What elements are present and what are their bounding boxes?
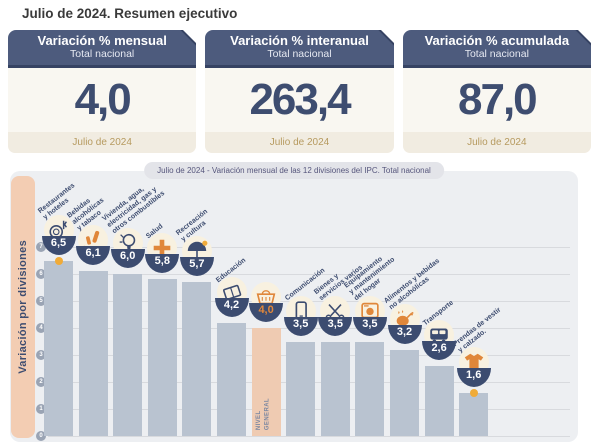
- bar-vivienda-agua-electricidad-gas: [113, 274, 143, 436]
- card-subtitle: Total nacional: [464, 48, 529, 61]
- card-title: Variación % mensual: [37, 33, 167, 48]
- card-value: 4,0: [74, 75, 132, 124]
- gridline-0: [48, 436, 570, 437]
- value-badge-recreacion-y-cultura: 5,7: [179, 257, 214, 277]
- y-tick-7: 7: [36, 242, 46, 252]
- page-title: Julio de 2024. Resumen ejecutivo: [22, 6, 238, 21]
- y-tick-3: 3: [36, 350, 46, 360]
- card-header: Variación % acumulada Total nacional: [402, 30, 592, 68]
- bar-bebidas-alcoholicas-y-tabaco: [78, 271, 108, 436]
- gridline-7: [48, 247, 570, 248]
- bar-bienes-y-servicios-varios: [320, 341, 350, 436]
- y-tick-4: 4: [36, 323, 46, 333]
- badge-value: 2,6: [431, 341, 447, 354]
- value-badge-salud: 5,8: [145, 254, 180, 274]
- bar-equipamiento-y-mantenimiento-del-hogar: [355, 341, 385, 436]
- bar-transporte: [424, 365, 454, 436]
- value-badge-bienes-y-servicios-varios: 3,5: [318, 316, 353, 336]
- bar-inner-label-nivel-general: NIVEL GENERAL: [255, 397, 270, 430]
- card-header: Variación % interanual Total nacional: [205, 30, 394, 68]
- badge-value: 4,0: [258, 304, 274, 316]
- highlight-dot-prendas-de-vestir-y-calzado: [469, 388, 478, 397]
- value-badge-vivienda-agua-electricidad-gas: 6,0: [110, 249, 145, 268]
- card-period: Julio de 2024: [205, 132, 394, 153]
- card-accumulated-variation: Variación % acumulada Total nacional 87,…: [402, 30, 592, 153]
- value-badge-transporte: 2,6: [422, 340, 457, 360]
- card-monthly-variation: Variación % mensual Total nacional 4,0 J…: [8, 30, 197, 153]
- value-badge-restaurantes-y-hoteles: 6,5: [41, 235, 76, 255]
- value-badge-prendas-de-vestir-y-calzado: 1,6: [456, 367, 491, 387]
- card-value: 87,0: [458, 75, 538, 124]
- badge-value: 3,2: [396, 325, 413, 338]
- badge-value: 5,8: [154, 255, 170, 268]
- bar-salud: [147, 279, 177, 436]
- badge-value: 3,5: [293, 317, 309, 330]
- bar-recreacion-y-cultura: [182, 282, 212, 436]
- card-yearly-variation: Variación % interanual Total nacional 26…: [205, 30, 394, 153]
- y-tick-6: 6: [36, 269, 46, 279]
- card-title: Variación % interanual: [230, 33, 369, 48]
- y-tick-2: 2: [36, 377, 46, 387]
- bar-comunicacion: [286, 341, 316, 436]
- badge-value: 6,5: [50, 236, 67, 249]
- card-subtitle: Total nacional: [70, 48, 135, 61]
- badge-value: 1,6: [466, 368, 482, 381]
- value-badge-comunicacion: 3,5: [283, 316, 318, 336]
- badge-value: 6,1: [85, 247, 101, 260]
- y-axis-band: Variación por divisiones: [11, 176, 35, 438]
- card-title: Variación % acumulada: [424, 33, 570, 48]
- value-badge-nivel-general: 4,0: [249, 303, 284, 322]
- card-value: 263,4: [249, 75, 351, 124]
- y-axis-label: Variación por divisiones: [17, 240, 29, 374]
- bar-restaurantes-y-hoteles: [44, 260, 73, 436]
- bar-chart-panel: Julio de 2024 - Variación mensual de las…: [10, 162, 578, 442]
- badge-value: 6,0: [120, 250, 136, 262]
- card-body: 4,0: [8, 68, 197, 132]
- chart-title: Julio de 2024 - Variación mensual de las…: [144, 162, 444, 179]
- y-tick-5: 5: [36, 296, 46, 306]
- card-body: 87,0: [402, 68, 591, 132]
- card-period: Julio de 2024: [402, 132, 591, 153]
- card-body: 263,4: [205, 68, 394, 132]
- value-badge-bebidas-alcoholicas-y-tabaco: 6,1: [76, 246, 111, 266]
- badge-value: 3,5: [327, 317, 343, 330]
- badge-value: 3,5: [362, 317, 378, 330]
- card-header: Variación % mensual Total nacional: [8, 30, 197, 68]
- value-badge-educacion: 4,2: [214, 297, 249, 317]
- y-tick-0: 0: [36, 431, 46, 441]
- y-tick-1: 1: [36, 404, 46, 414]
- value-badge-equipamiento-y-mantenimiento-del-hogar: 3,5: [352, 316, 387, 336]
- card-period: Julio de 2024: [8, 132, 197, 153]
- bar-alimentos-y-bebidas-no-alcoholicas: [390, 349, 419, 436]
- badge-value: 5,7: [189, 258, 205, 271]
- value-badge-alimentos-y-bebidas-no-alcoholicas: 3,2: [387, 324, 422, 344]
- badge-value: 4,2: [223, 298, 240, 311]
- bar-prendas-de-vestir-y-calzado: [459, 392, 489, 436]
- gridline-6: [48, 274, 570, 275]
- bar-educacion: [217, 322, 246, 436]
- bar-nivel-general: [251, 328, 281, 436]
- summary-cards: Variación % mensual Total nacional 4,0 J…: [8, 30, 592, 153]
- card-subtitle: Total nacional: [267, 48, 332, 61]
- highlight-dot-restaurantes-y-hoteles: [54, 256, 63, 265]
